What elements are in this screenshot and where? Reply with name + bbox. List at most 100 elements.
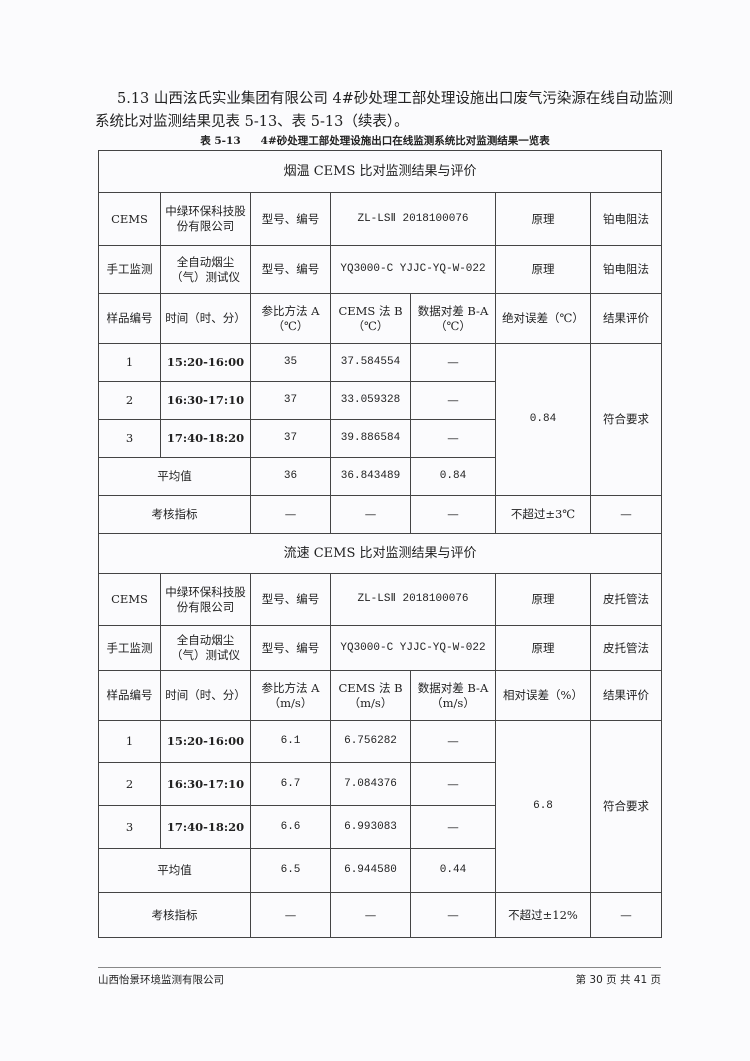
manual-principle: 铂电阻法 bbox=[589, 245, 663, 294]
average-a: 6.5 bbox=[250, 848, 331, 893]
cems-b: 7.084376 bbox=[330, 762, 411, 806]
column-header: CEMS 法 B（℃） bbox=[330, 293, 411, 344]
cems-b: 6.756282 bbox=[330, 720, 411, 763]
time: 15:20-16:00 bbox=[160, 343, 251, 382]
criteria-label: 考核指标 bbox=[98, 892, 251, 938]
criteria-b: — bbox=[330, 892, 411, 938]
column-header: 数据对差 B-A（℃） bbox=[410, 293, 496, 344]
sample-no: 3 bbox=[98, 419, 161, 458]
column-header: 参比方法 A（m/s） bbox=[250, 670, 331, 721]
sample-no: 3 bbox=[98, 805, 161, 849]
table-row: 1 15:20-16:00 6.1 6.756282—6.8 符合要求 bbox=[98, 720, 663, 893]
temperature-table: 烟温 CEMS 比对监测结果与评价 CEMS 中绿环保科技股份有限公司 型号、编号 ZL… bbox=[97, 150, 663, 534]
section-title: 烟温 CEMS 比对监测结果与评价 bbox=[97, 150, 663, 193]
criteria-result: — bbox=[589, 495, 663, 534]
table-number: 表 5-13 bbox=[200, 135, 241, 147]
diff: — bbox=[410, 805, 496, 849]
criteria-limit: 不超过±12% bbox=[495, 892, 591, 938]
sample-no: 2 bbox=[98, 381, 161, 420]
average-label: 平均值 bbox=[98, 848, 251, 893]
criteria-b: — bbox=[330, 495, 411, 534]
reference-a: 6.6 bbox=[250, 805, 331, 849]
reference-a: 37 bbox=[250, 381, 331, 420]
average-a: 36 bbox=[250, 457, 331, 496]
footer-page-number: 第 30 页 共 41 页 bbox=[575, 974, 661, 986]
column-header: 结果评价 bbox=[589, 670, 663, 721]
criteria-diff: — bbox=[410, 892, 496, 938]
average-b: 36.843489 bbox=[330, 457, 411, 496]
table-caption: 表 5-13 4#砂处理工部处理设施出口在线监测系统比对监测结果一览表 bbox=[0, 133, 750, 148]
principle-label: 原理 bbox=[495, 625, 591, 671]
cems-principle: 皮托管法 bbox=[589, 573, 663, 626]
footer-company: 山西怡景环境监测有限公司 bbox=[98, 974, 224, 986]
manual-maker: 全自动烟尘（气）测试仪 bbox=[160, 625, 251, 671]
cems-label: CEMS bbox=[98, 192, 161, 246]
average-label: 平均值 bbox=[98, 457, 251, 496]
column-header: 参比方法 A（℃） bbox=[250, 293, 331, 344]
time: 17:40-18:20 bbox=[160, 419, 251, 458]
manual-principle: 皮托管法 bbox=[589, 625, 663, 671]
table-row: 3 17:40-18:20 6.6 6.993083— bbox=[98, 805, 662, 849]
model-label: 型号、编号 bbox=[250, 192, 331, 246]
table-row: 2 16:30-17:10 37 33.059328— bbox=[98, 381, 662, 420]
reference-a: 37 bbox=[250, 419, 331, 458]
time: 16:30-17:10 bbox=[160, 381, 251, 420]
table-title: 4#砂处理工部处理设施出口在线监测系统比对监测结果一览表 bbox=[260, 135, 550, 147]
section-title: 流速 CEMS 比对监测结果与评价 bbox=[97, 533, 663, 574]
column-header: 样品编号 bbox=[98, 293, 161, 344]
principle-label: 原理 bbox=[495, 245, 591, 294]
cems-model: ZL-LSⅡ 2018100076 bbox=[330, 573, 496, 626]
sample-no: 1 bbox=[98, 720, 161, 763]
error-value: 0.84 bbox=[495, 343, 591, 496]
cems-principle: 铂电阻法 bbox=[589, 192, 663, 246]
diff: — bbox=[410, 720, 496, 763]
model-label: 型号、编号 bbox=[250, 573, 331, 626]
reference-a: 6.7 bbox=[250, 762, 331, 806]
cems-maker: 中绿环保科技股份有限公司 bbox=[160, 573, 251, 626]
manual-label: 手工监测 bbox=[98, 625, 161, 671]
column-header: 数据对差 B-A（m/s） bbox=[410, 670, 496, 721]
cems-b: 39.886584 bbox=[330, 419, 411, 458]
criteria-limit: 不超过±3℃ bbox=[495, 495, 591, 534]
column-header: CEMS 法 B（m/s） bbox=[330, 670, 411, 721]
column-header: 相对误差（%） bbox=[495, 670, 591, 721]
column-header: 时间（时、分） bbox=[160, 670, 251, 721]
error-value: 6.8 bbox=[495, 720, 591, 893]
cems-label: CEMS bbox=[98, 573, 161, 626]
time: 16:30-17:10 bbox=[160, 762, 251, 806]
average-diff: 0.84 bbox=[410, 457, 496, 496]
manual-model: YQ3000-C YJJC-YQ-W-022 bbox=[330, 245, 496, 294]
criteria-result: — bbox=[589, 892, 663, 938]
column-header: 时间（时、分） bbox=[160, 293, 251, 344]
model-label: 型号、编号 bbox=[250, 625, 331, 671]
column-header: 样品编号 bbox=[98, 670, 161, 721]
reference-a: 35 bbox=[250, 343, 331, 382]
manual-maker: 全自动烟尘（气）测试仪 bbox=[160, 245, 251, 294]
cems-model: ZL-LSⅡ 2018100076 bbox=[330, 192, 496, 246]
cems-b: 33.059328 bbox=[330, 381, 411, 420]
sample-no: 2 bbox=[98, 762, 161, 806]
column-header: 结果评价 bbox=[589, 293, 663, 344]
time: 15:20-16:00 bbox=[160, 720, 251, 763]
manual-label: 手工监测 bbox=[98, 245, 161, 294]
average-diff: 0.44 bbox=[410, 848, 496, 893]
result-eval: 符合要求 bbox=[589, 720, 663, 893]
page-footer: 山西怡景环境监测有限公司 第 30 页 共 41 页 bbox=[98, 967, 661, 987]
cems-maker: 中绿环保科技股份有限公司 bbox=[160, 192, 251, 246]
diff: — bbox=[410, 419, 496, 458]
principle-label: 原理 bbox=[495, 573, 591, 626]
result-eval: 符合要求 bbox=[589, 343, 663, 496]
principle-label: 原理 bbox=[495, 192, 591, 246]
intro-paragraph: 5.13 山西泫氏实业集团有限公司 4#砂处理工部处理设施出口废气污染源在线自动… bbox=[95, 91, 673, 130]
sample-no: 1 bbox=[98, 343, 161, 382]
manual-model: YQ3000-C YJJC-YQ-W-022 bbox=[330, 625, 496, 671]
time: 17:40-18:20 bbox=[160, 805, 251, 849]
diff: — bbox=[410, 762, 496, 806]
cems-b: 6.993083 bbox=[330, 805, 411, 849]
velocity-table: 流速 CEMS 比对监测结果与评价 CEMS 中绿环保科技股份有限公司 型号、编号 ZL… bbox=[97, 533, 663, 938]
criteria-diff: — bbox=[410, 495, 496, 534]
model-label: 型号、编号 bbox=[250, 245, 331, 294]
criteria-label: 考核指标 bbox=[98, 495, 251, 534]
column-header: 绝对误差（℃） bbox=[495, 293, 591, 344]
